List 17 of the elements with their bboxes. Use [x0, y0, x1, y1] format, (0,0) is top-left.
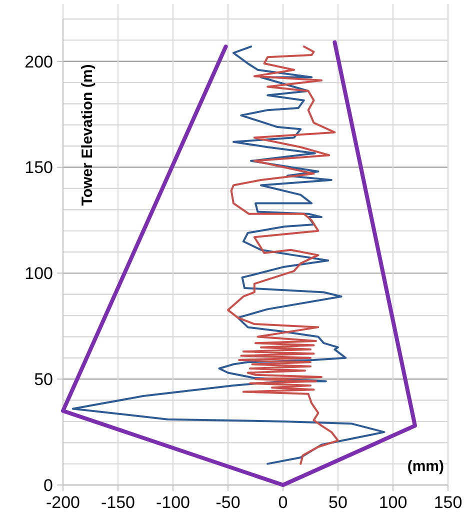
x-tick-label: -200 [46, 493, 80, 512]
line-series [72, 46, 386, 465]
line-series [227, 46, 339, 465]
x-axis-title: (mm) [407, 458, 444, 475]
y-tick-label: 150 [24, 158, 53, 178]
x-tick-label: 100 [378, 493, 408, 512]
y-tick-label: 100 [24, 264, 53, 284]
y-tick-label: 0 [44, 476, 53, 495]
y-tick-label: 50 [34, 370, 53, 390]
x-tick-label: 0 [278, 493, 288, 512]
x-tick-label: 50 [328, 493, 348, 512]
y-tick-label: 200 [24, 52, 53, 72]
x-tick-label: -100 [156, 493, 190, 512]
x-tick-label: -150 [100, 493, 136, 512]
x-tick-label: -50 [216, 493, 240, 512]
x-tick-label: 150 [434, 493, 462, 512]
y-axis-title: Tower Elevation (m) [79, 64, 96, 206]
